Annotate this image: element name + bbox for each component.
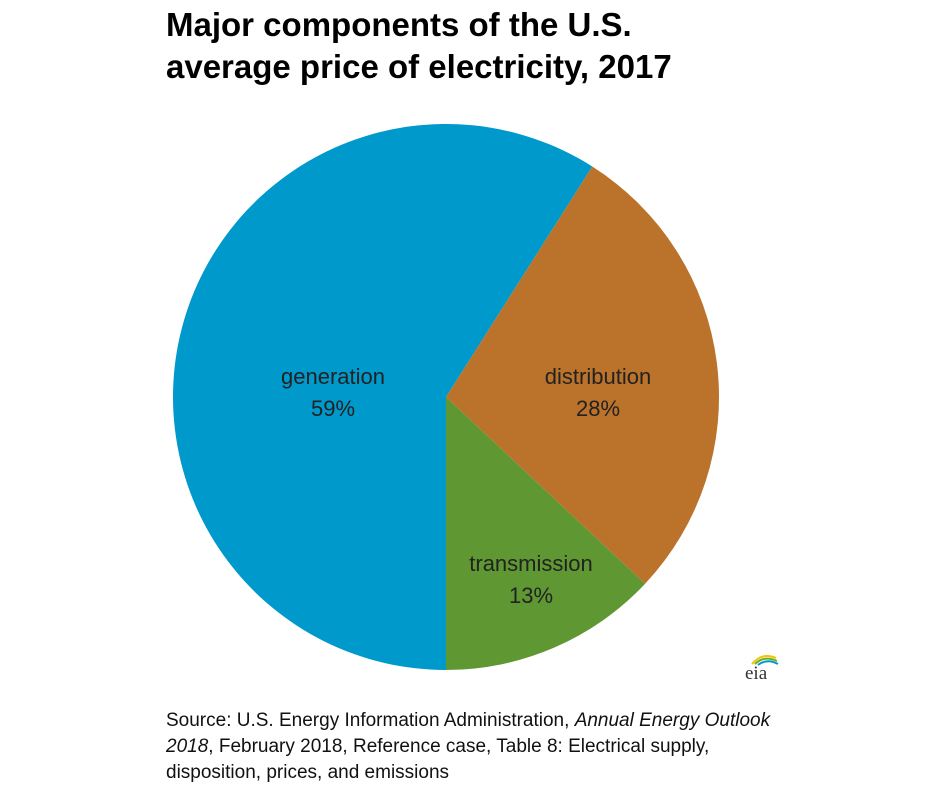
- pie-slice-distribution: [446, 166, 720, 584]
- source-publication: Annual Energy Outlook 2018: [166, 710, 771, 757]
- pie-slice-generation: [173, 123, 593, 671]
- source-note: Source: U.S. Energy Information Administ…: [166, 708, 786, 786]
- slice-label-distribution: distribution 28%: [545, 361, 651, 425]
- pie-slice-transmission: [446, 397, 646, 670]
- chart-title: Major components of the U.S. average pri…: [166, 6, 672, 85]
- slice-name: generation: [281, 364, 385, 389]
- source-suffix: , February 2018, Reference case, Table 8…: [166, 736, 710, 783]
- slice-label-generation: generation 59%: [281, 361, 385, 425]
- slice-value: 28%: [575, 396, 621, 421]
- slice-value: 13%: [508, 583, 554, 608]
- slice-name: transmission: [469, 551, 593, 576]
- svg-text:eia: eia: [745, 663, 768, 684]
- slice-value: 59%: [310, 396, 356, 421]
- slice-name: distribution: [544, 364, 652, 389]
- source-prefix: Source: U.S. Energy Information Administ…: [166, 710, 575, 731]
- eia-logo: eia: [742, 648, 782, 689]
- slice-label-transmission: transmission 13%: [469, 548, 592, 612]
